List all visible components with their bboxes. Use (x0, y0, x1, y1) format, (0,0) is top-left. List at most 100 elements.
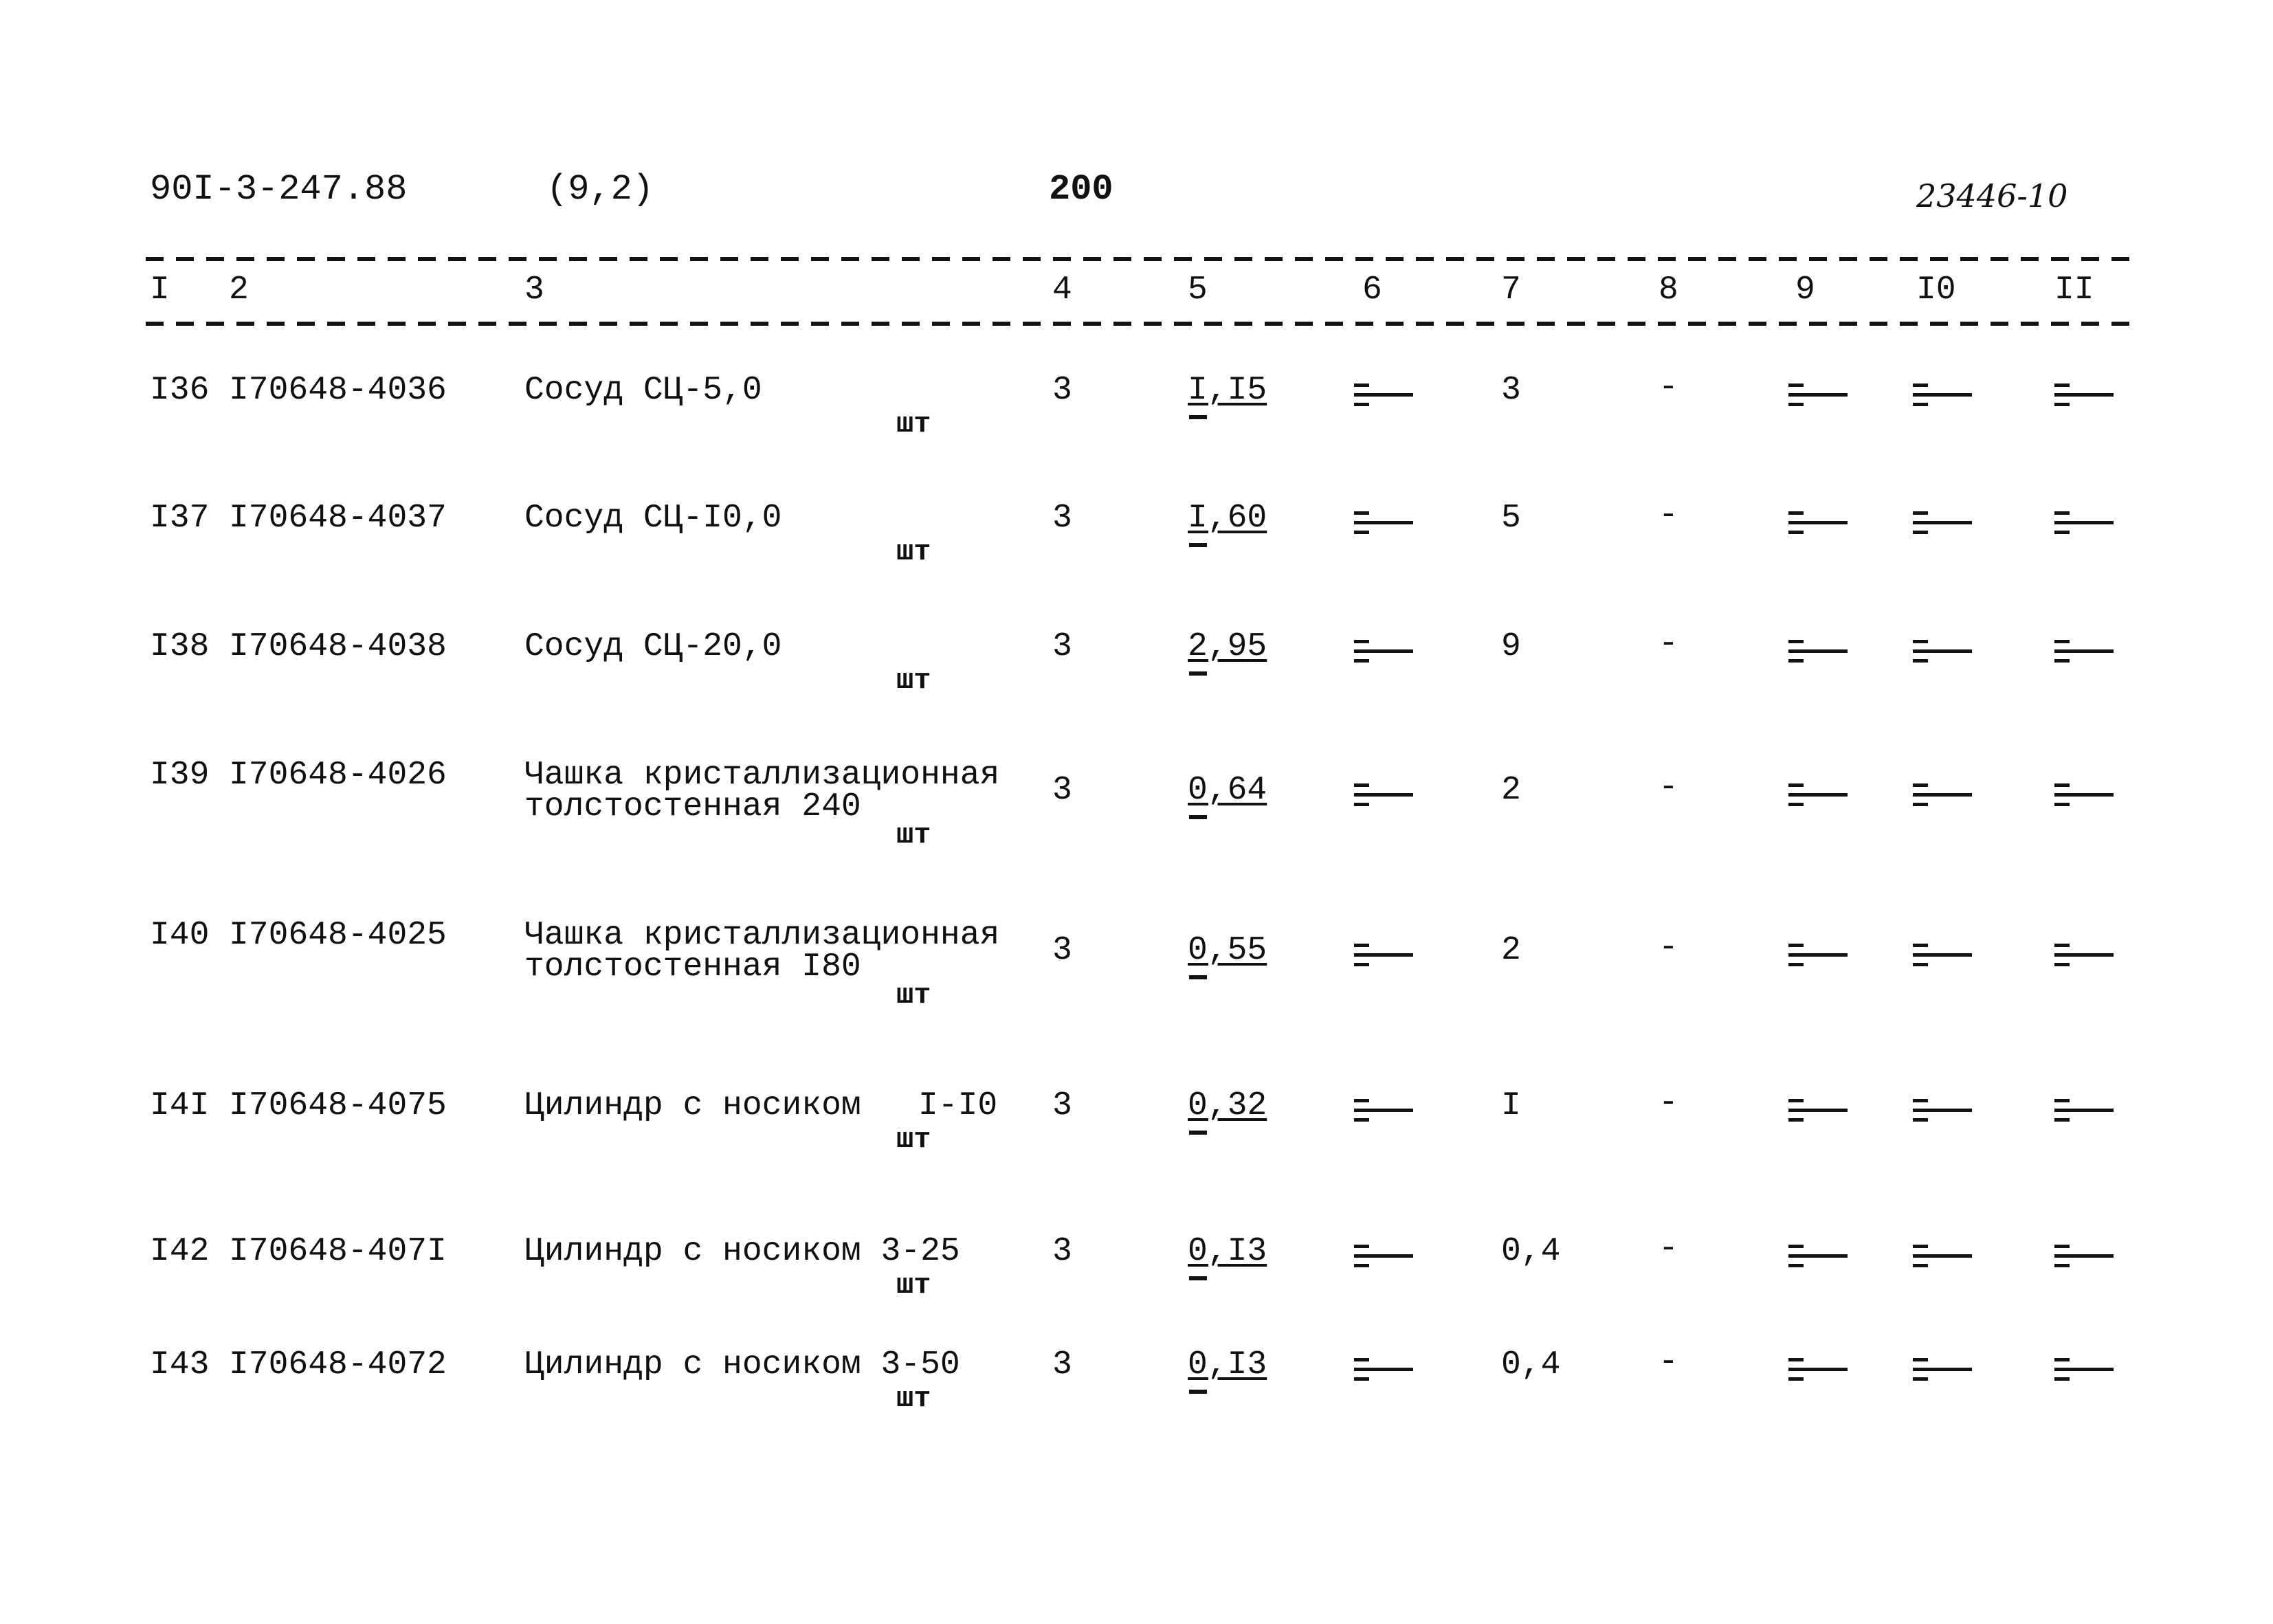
ditto-mark-icon (1788, 509, 1848, 536)
unit: шт (896, 819, 931, 852)
col-8-value: - (1659, 1344, 1678, 1381)
unit: шт (896, 1269, 931, 1302)
col-8-value: - (1659, 929, 1678, 966)
item-name: Чашка кристаллизационная (524, 917, 1000, 954)
ditto-mark-icon (1913, 1096, 1972, 1124)
ditto-mark-icon (2054, 509, 2114, 536)
ditto-mark-icon (1354, 509, 1413, 536)
col-7-value: 0,4 (1501, 1233, 1561, 1270)
col-5-value: 0,55 (1188, 932, 1267, 979)
page-number: 200 (1049, 169, 1113, 210)
ditto-mark-icon (1913, 1355, 1972, 1383)
col-4-value: 3 (1052, 772, 1072, 809)
ditto-mark-icon (1788, 941, 1848, 968)
col-4-value: 3 (1052, 1346, 1072, 1383)
col-4-value: 3 (1052, 1087, 1072, 1124)
col-4-value: 3 (1052, 932, 1072, 969)
handwritten-ref: 23446-10 (1916, 177, 2068, 214)
unit: шт (896, 979, 931, 1012)
col-4-value: 3 (1052, 500, 1072, 537)
col-5-value: I,60 (1188, 500, 1267, 547)
column-header: 5 (1188, 271, 1208, 309)
ditto-mark-icon (1354, 1096, 1413, 1124)
ditto-mark-icon (2054, 781, 2114, 808)
item-name: Сосуд СЦ-20,0 (524, 628, 782, 665)
item-name: толстостенная 240 (524, 788, 861, 825)
column-header: II (2054, 271, 2094, 309)
ditto-mark-icon (1913, 509, 1972, 536)
col-8-value: - (1659, 369, 1678, 406)
item-name: Цилиндр с носиком 3-25 (524, 1233, 960, 1270)
item-code: I70648-4075 (229, 1087, 447, 1124)
item-name: толстостенная I80 (524, 948, 861, 986)
unit: шт (896, 1382, 931, 1415)
column-header: 7 (1501, 271, 1521, 309)
column-header: 8 (1659, 271, 1678, 309)
col-5-value: 0,I3 (1188, 1346, 1267, 1394)
row-number: I36 (150, 372, 210, 409)
doc-number: 90I-3-247.88 (150, 169, 408, 210)
ditto-mark-icon (1788, 1096, 1848, 1124)
ditto-mark-icon (2054, 381, 2114, 408)
col-8-value: - (1659, 497, 1678, 534)
ditto-mark-icon (2054, 941, 2114, 968)
col-8-value: - (1659, 769, 1678, 806)
unit: шт (896, 535, 931, 568)
column-header: 6 (1362, 271, 1382, 309)
ditto-mark-icon (1913, 1242, 1972, 1269)
row-number: I37 (150, 500, 210, 537)
ditto-mark-icon (1354, 381, 1413, 408)
col-7-value: 0,4 (1501, 1346, 1561, 1383)
col-7-value: 5 (1501, 500, 1521, 537)
ditto-mark-icon (1788, 781, 1848, 808)
ditto-mark-icon (1354, 637, 1413, 665)
col-7-value: 2 (1501, 932, 1521, 969)
column-header: I0 (1916, 271, 1956, 309)
item-code: I70648-4072 (229, 1346, 447, 1383)
col-7-value: 2 (1501, 772, 1521, 809)
col-4-value: 3 (1052, 628, 1072, 665)
ditto-mark-icon (1788, 637, 1848, 665)
row-number: I39 (150, 757, 210, 794)
item-size: I-I0 (918, 1087, 998, 1124)
unit: шт (896, 408, 931, 441)
row-number: I38 (150, 628, 210, 665)
col-5-value: 2,95 (1188, 628, 1267, 676)
ditto-mark-icon (2054, 1242, 2114, 1269)
col-5-value: I,I5 (1188, 372, 1267, 419)
item-code: I70648-4037 (229, 500, 447, 537)
unit: шт (896, 664, 931, 697)
ditto-mark-icon (2054, 1096, 2114, 1124)
ditto-mark-icon (1354, 1242, 1413, 1269)
ditto-mark-icon (2054, 1355, 2114, 1383)
row-number: I42 (150, 1233, 210, 1270)
ditto-mark-icon (1788, 381, 1848, 408)
item-code: I70648-4026 (229, 757, 447, 794)
item-code: I70648-4038 (229, 628, 447, 665)
item-code: I70648-4025 (229, 917, 447, 954)
ditto-mark-icon (2054, 637, 2114, 665)
item-name: Цилиндр с носиком (524, 1087, 861, 1124)
column-header: 2 (229, 271, 249, 309)
ditto-mark-icon (1788, 1242, 1848, 1269)
unit: шт (896, 1123, 931, 1156)
column-header: I (150, 271, 170, 309)
ditto-mark-icon (1913, 941, 1972, 968)
col-8-value: - (1659, 625, 1678, 663)
ditto-mark-icon (1913, 381, 1972, 408)
col-8-value: - (1659, 1230, 1678, 1267)
column-header: 3 (524, 271, 544, 309)
item-name: Сосуд СЦ-5,0 (524, 372, 762, 409)
ditto-mark-icon (1913, 781, 1972, 808)
col-5-value: 0,32 (1188, 1087, 1267, 1135)
col-4-value: 3 (1052, 1233, 1072, 1270)
col-5-value: 0,I3 (1188, 1233, 1267, 1280)
ditto-mark-icon (1354, 781, 1413, 808)
ditto-mark-icon (1354, 941, 1413, 968)
row-number: I40 (150, 917, 210, 954)
row-number: I4I (150, 1087, 210, 1124)
col-4-value: 3 (1052, 372, 1072, 409)
row-number: I43 (150, 1346, 210, 1383)
item-name: Сосуд СЦ-I0,0 (524, 500, 782, 537)
ditto-mark-icon (1913, 637, 1972, 665)
